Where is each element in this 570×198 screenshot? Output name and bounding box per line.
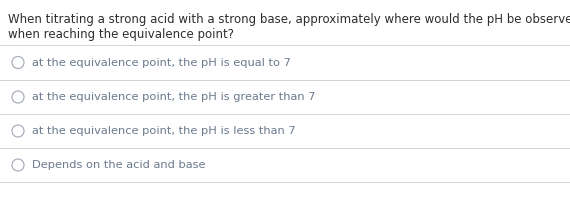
Text: at the equivalence point, the pH is greater than 7: at the equivalence point, the pH is grea…: [32, 92, 316, 102]
Text: when reaching the equivalence point?: when reaching the equivalence point?: [8, 28, 234, 41]
Text: When titrating a strong acid with a strong base, approximately where would the p: When titrating a strong acid with a stro…: [8, 13, 570, 26]
Text: at the equivalence point, the pH is equal to 7: at the equivalence point, the pH is equa…: [32, 57, 291, 68]
Text: at the equivalence point, the pH is less than 7: at the equivalence point, the pH is less…: [32, 126, 296, 136]
Text: Depends on the acid and base: Depends on the acid and base: [32, 160, 206, 170]
